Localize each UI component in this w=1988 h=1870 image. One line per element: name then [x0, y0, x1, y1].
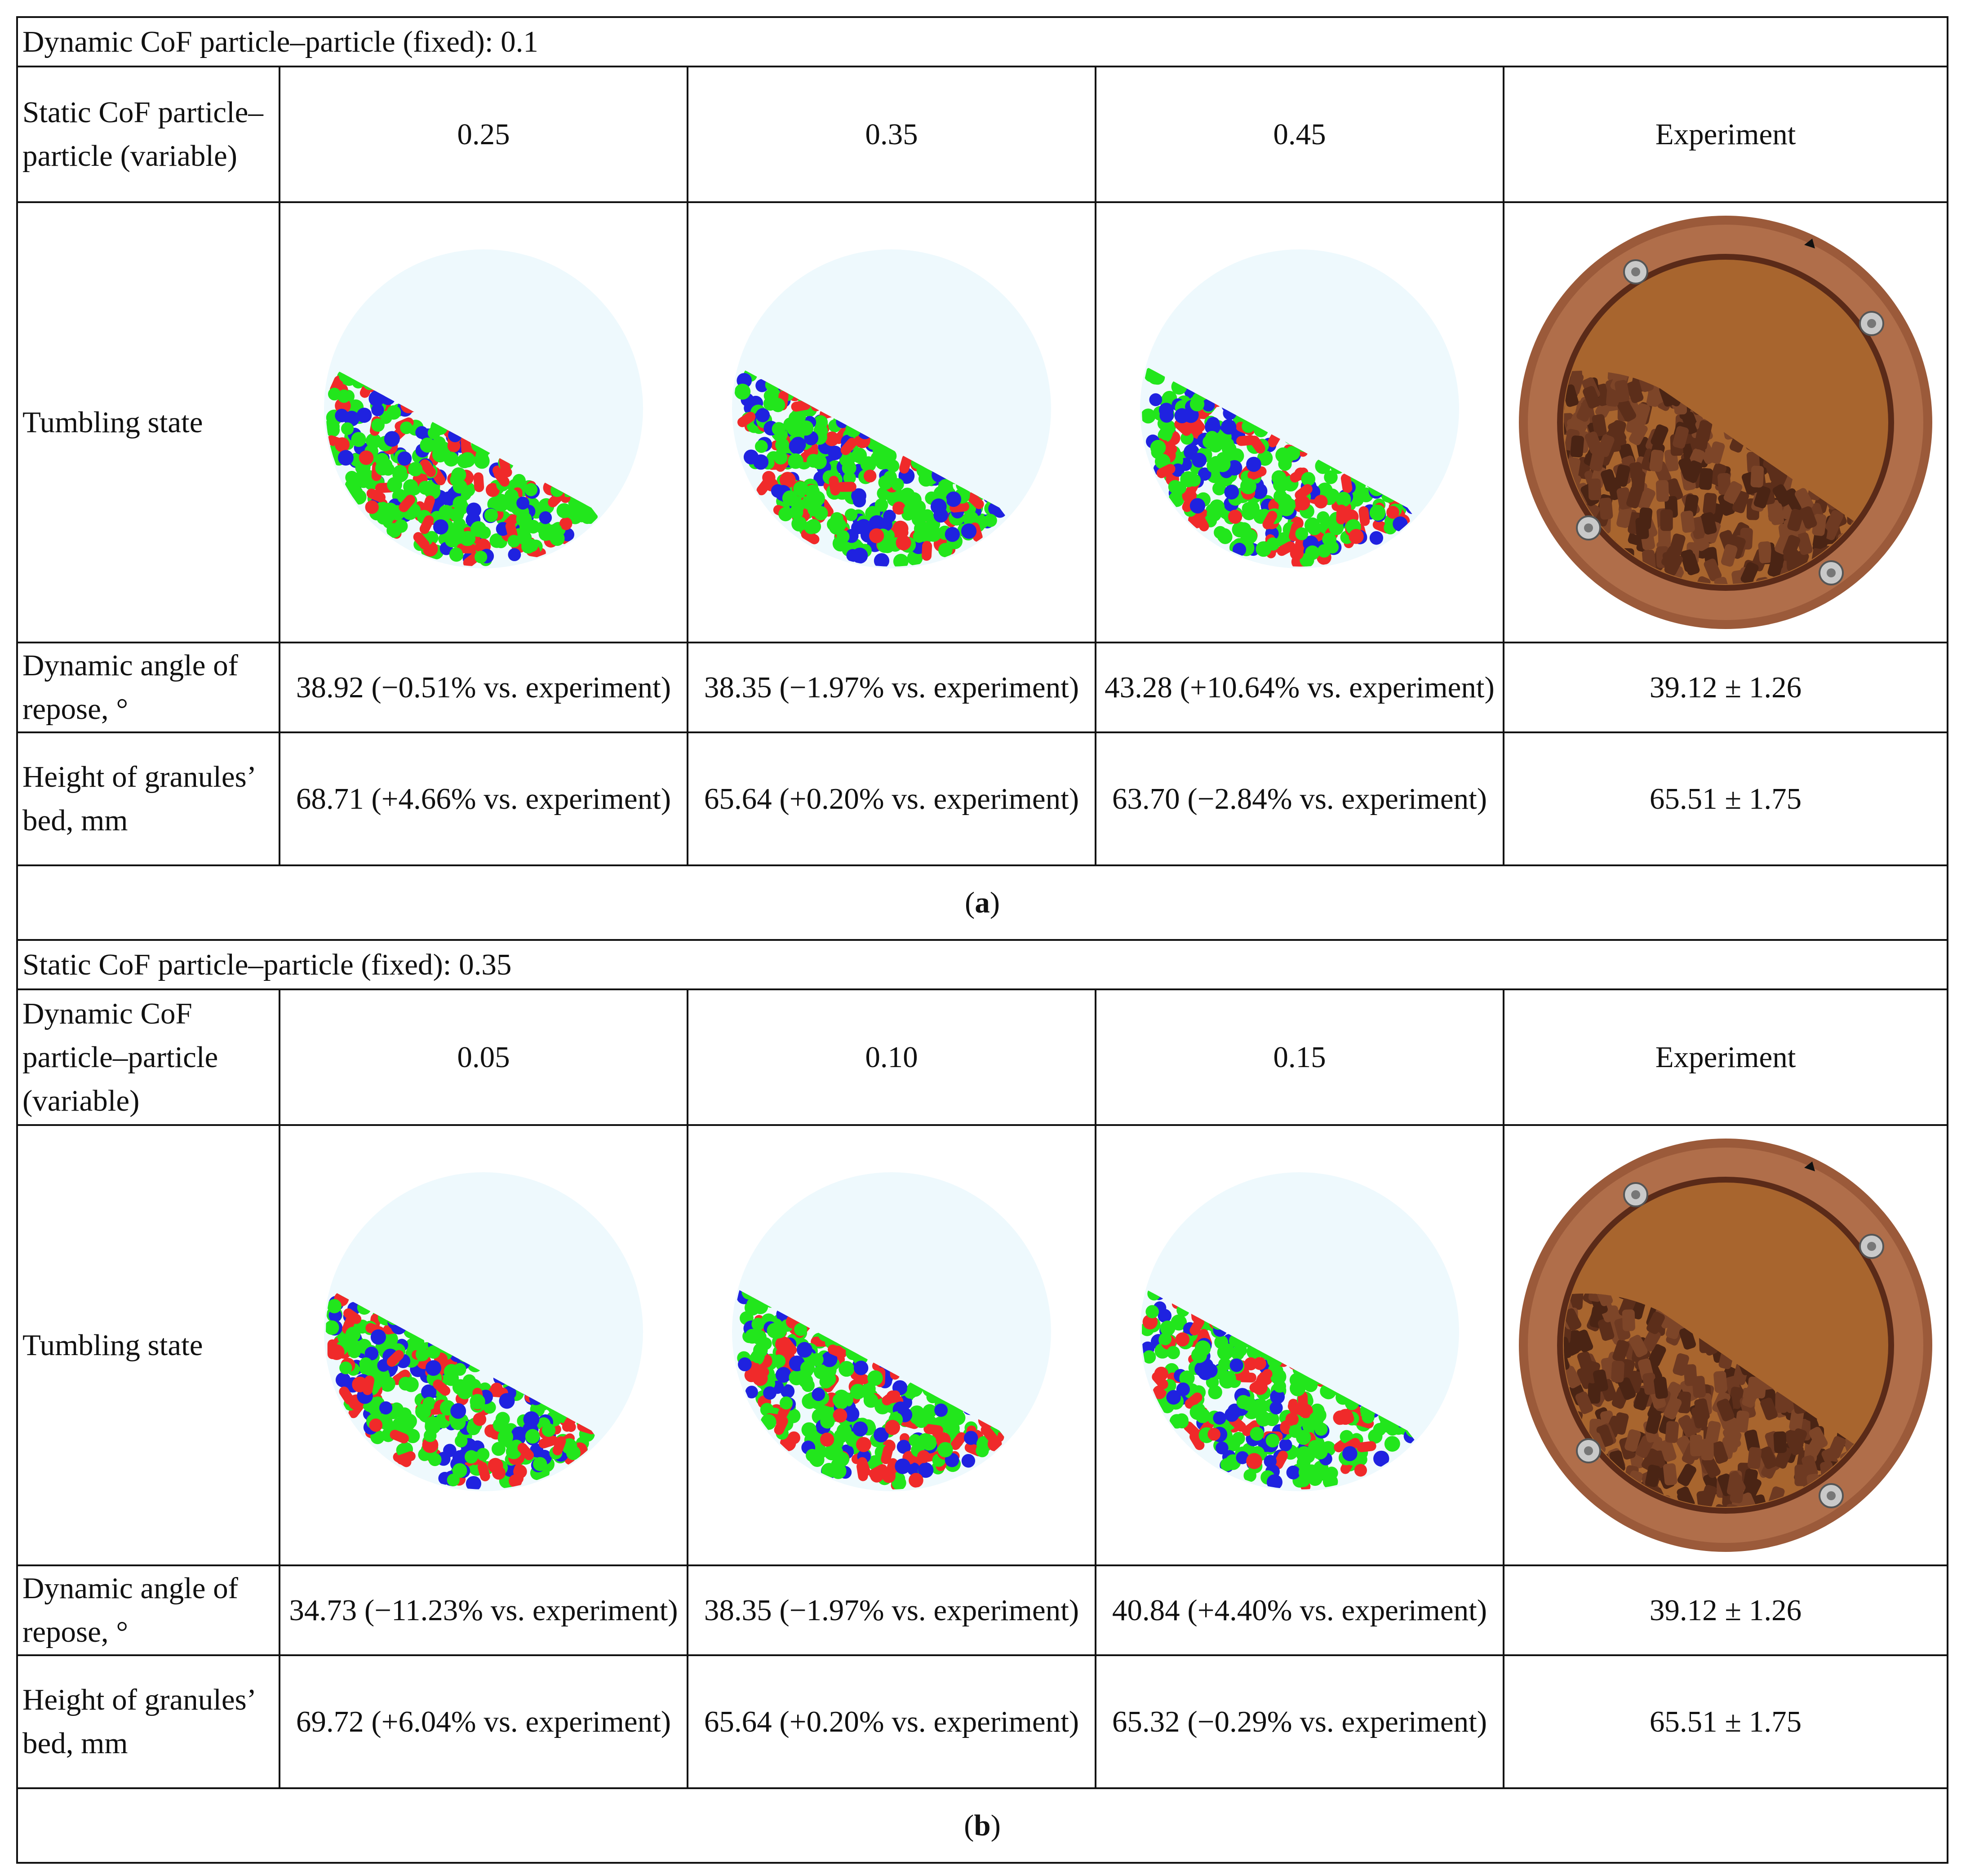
panel-b-col-2: 0.10: [687, 988, 1096, 1126]
panel-b-col-4: Experiment: [1502, 988, 1949, 1126]
panel-a-variable-label: Static CoF particle–particle (variable): [16, 66, 280, 203]
panel-b-caption-letter: b: [974, 1808, 991, 1842]
experiment-photo-image: [1519, 216, 1933, 629]
panel-b-variable-label: Dynamic CoF particle–particle (variable): [16, 988, 280, 1126]
panel-b-height-2: 65.64 (+0.20% vs. experiment): [687, 1654, 1096, 1789]
panel-b-col-1: 0.05: [279, 988, 688, 1126]
panel-a-height-3: 63.70 (−2.84% vs. experiment): [1095, 731, 1504, 866]
panel-a-angle-1: 38.92 (−0.51% vs. experiment): [279, 642, 688, 733]
simulation-particle-bed-image: [732, 249, 1051, 568]
panel-a-angle-2: 38.35 (−1.97% vs. experiment): [687, 642, 1096, 733]
panel-b-sim-1: [279, 1124, 688, 1566]
panel-a-height-label: Height of granules’ bed, mm: [16, 731, 280, 866]
panel-b-sim-3: [1095, 1124, 1504, 1566]
panel-b-tumbling-label: Tumbling state: [16, 1124, 280, 1566]
simulation-particle-bed-image: [324, 249, 643, 568]
panel-a-height-4: 65.51 ± 1.75: [1502, 731, 1949, 866]
panel-a-height-2: 65.64 (+0.20% vs. experiment): [687, 731, 1096, 866]
simulation-particle-bed-image: [1140, 1172, 1459, 1491]
panel-a-caption: (a): [16, 864, 1949, 941]
panel-b-experiment: [1502, 1124, 1949, 1566]
panel-a-angle-3: 43.28 (+10.64% vs. experiment): [1095, 642, 1504, 733]
panel-a-sim-3: [1095, 201, 1504, 643]
panel-b-height-4: 65.51 ± 1.75: [1502, 1654, 1949, 1789]
panel-b-height-label: Height of granules’ bed, mm: [16, 1654, 280, 1789]
panel-b-angle-2: 38.35 (−1.97% vs. experiment): [687, 1564, 1096, 1656]
figure-table: Dynamic CoF particle–particle (fixed): 0…: [16, 16, 1949, 1864]
panel-a-col-3: 0.45: [1095, 66, 1504, 203]
panel-a-sim-2: [687, 201, 1096, 643]
panel-b-sim-2: [687, 1124, 1096, 1566]
panel-a-experiment: [1502, 201, 1949, 643]
panel-b-fixed-label: Static CoF particle–particle (fixed): 0.…: [16, 939, 1949, 990]
panel-a-col-2: 0.35: [687, 66, 1096, 203]
panel-a-col-4: Experiment: [1502, 66, 1949, 203]
panel-b-angle-label: Dynamic angle of repose, °: [16, 1564, 280, 1656]
experiment-photo-image: [1519, 1139, 1933, 1552]
panel-b-col-3: 0.15: [1095, 988, 1504, 1126]
panel-b-angle-3: 40.84 (+4.40% vs. experiment): [1095, 1564, 1504, 1656]
panel-b-angle-4: 39.12 ± 1.26: [1502, 1564, 1949, 1656]
parameter-table: Dynamic CoF particle–particle (fixed): 0…: [16, 16, 1949, 1864]
panel-b-height-1: 69.72 (+6.04% vs. experiment): [279, 1654, 688, 1789]
panel-a-fixed-label: Dynamic CoF particle–particle (fixed): 0…: [16, 16, 1949, 67]
simulation-particle-bed-image: [732, 1172, 1051, 1491]
panel-a-caption-letter: a: [975, 886, 990, 919]
panel-a-col-1: 0.25: [279, 66, 688, 203]
panel-a-angle-label: Dynamic angle of repose, °: [16, 642, 280, 733]
panel-a-tumbling-label: Tumbling state: [16, 201, 280, 643]
panel-a-sim-1: [279, 201, 688, 643]
panel-b-height-3: 65.32 (−0.29% vs. experiment): [1095, 1654, 1504, 1789]
panel-a-height-1: 68.71 (+4.66% vs. experiment): [279, 731, 688, 866]
simulation-particle-bed-image: [324, 1172, 643, 1491]
panel-a-angle-4: 39.12 ± 1.26: [1502, 642, 1949, 733]
panel-b-caption: (b): [16, 1787, 1949, 1864]
simulation-particle-bed-image: [1140, 249, 1459, 568]
panel-b-angle-1: 34.73 (−11.23% vs. experiment): [279, 1564, 688, 1656]
